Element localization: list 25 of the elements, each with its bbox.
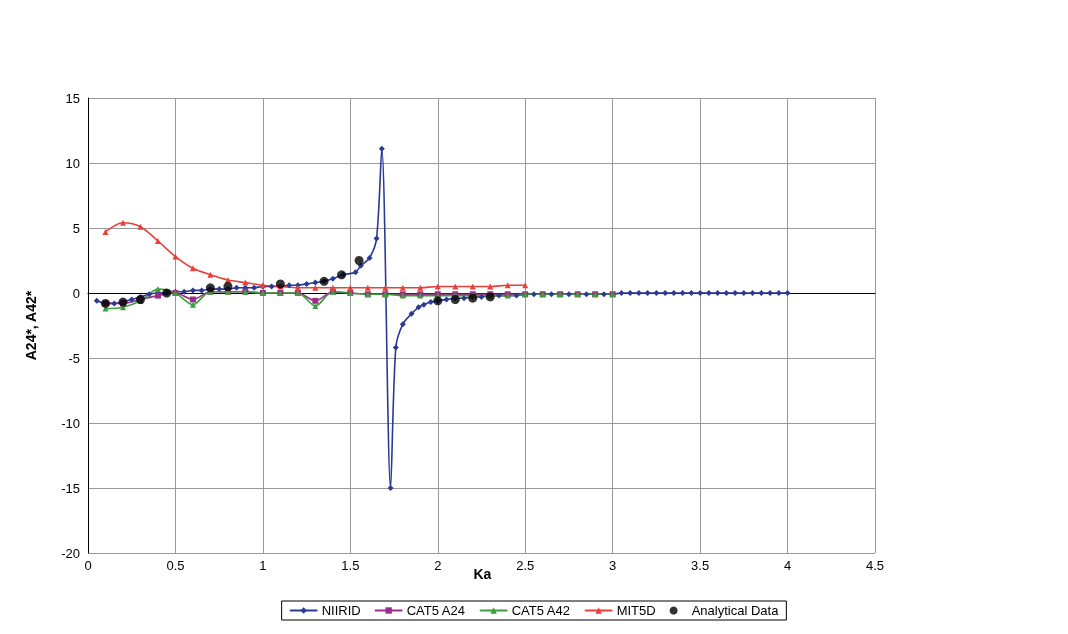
y-tick-label: 5: [72, 220, 80, 236]
y-tick-label: 0: [72, 285, 80, 301]
legend-label: Analytical Data: [691, 603, 780, 618]
x-tick-label: 0: [84, 558, 92, 573]
x-tick-label: 2: [434, 558, 442, 573]
y-tick-label: 10: [65, 155, 80, 171]
y-tick-label: -5: [68, 350, 80, 366]
y-tick-label: -20: [61, 545, 80, 561]
legend-label: MIT5D: [616, 603, 656, 618]
y-tick-label: -15: [61, 480, 80, 496]
x-tick-label: 0.5: [166, 558, 185, 573]
x-axis-title: Ka: [473, 566, 492, 582]
y-tick-label: 15: [65, 90, 80, 106]
x-tick-label: 2.5: [516, 558, 535, 573]
legend-label: NIIRID: [321, 603, 361, 618]
x-tick-label: 3: [609, 558, 617, 573]
x-tick-label: 4: [783, 558, 792, 573]
x-tick-label: 1: [259, 558, 267, 573]
x-tick-label: 3.5: [691, 558, 710, 573]
y-tick-label: -10: [61, 415, 80, 431]
x-tick-label: 4.5: [865, 558, 885, 573]
legend-label: CAT5 A24: [406, 603, 465, 618]
y-axis-title: A24*, A42*: [23, 290, 39, 361]
legend-label: CAT5 A42: [511, 603, 570, 618]
x-tick-label: 1.5: [341, 558, 360, 573]
